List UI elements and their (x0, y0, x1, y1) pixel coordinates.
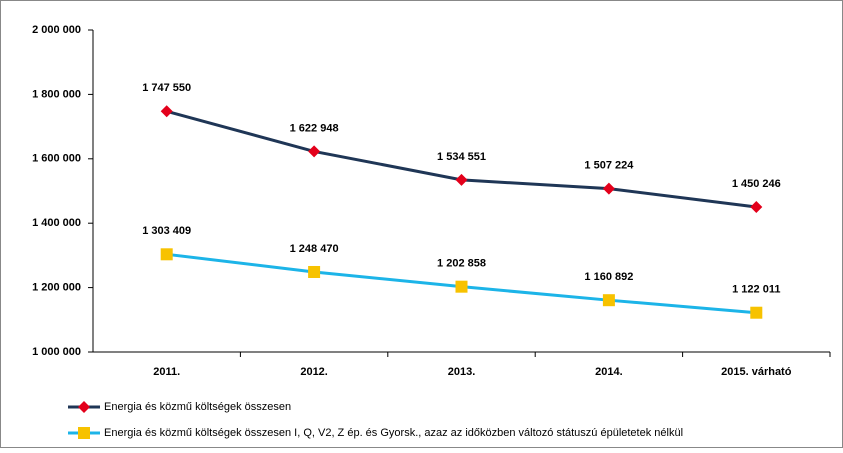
data-label: 1 534 551 (437, 151, 486, 163)
data-label: 1 160 892 (584, 271, 633, 283)
legend-marker (78, 427, 90, 439)
data-label: 1 622 948 (290, 122, 339, 134)
data-point (602, 294, 615, 307)
data-point (160, 105, 173, 118)
data-label: 1 747 550 (142, 82, 191, 94)
x-tick-label: 2015. várható (721, 366, 792, 378)
legend-marker (78, 401, 90, 413)
data-point (750, 306, 763, 319)
data-label: 1 303 409 (142, 225, 191, 237)
data-point (750, 201, 763, 214)
data-point (602, 182, 615, 195)
y-tick-label: 1 200 000 (32, 282, 81, 294)
data-label: 1 507 224 (584, 160, 634, 172)
data-point (308, 265, 321, 278)
x-tick-label: 2014. (595, 366, 623, 378)
data-point (455, 280, 468, 293)
y-tick-label: 1 000 000 (32, 346, 81, 358)
data-label: 1 248 470 (290, 243, 339, 255)
data-label: 1 450 246 (732, 178, 781, 190)
x-tick-label: 2013. (448, 366, 476, 378)
data-point (160, 248, 173, 261)
x-tick-label: 2011. (153, 366, 180, 378)
x-tick-label: 2012. (300, 366, 328, 378)
data-label: 1 202 858 (437, 258, 486, 270)
y-tick-label: 1 800 000 (32, 88, 81, 100)
data-point (455, 173, 468, 186)
y-tick-label: 1 400 000 (32, 217, 81, 229)
legend-label: Energia és közmű költségek összesen (104, 401, 291, 413)
data-point (308, 145, 321, 158)
legend-label: Energia és közmű költségek összesen I, Q… (104, 427, 683, 439)
y-tick-label: 1 600 000 (32, 153, 81, 165)
data-label: 1 122 011 (732, 284, 780, 296)
y-tick-label: 2 000 000 (32, 24, 81, 36)
